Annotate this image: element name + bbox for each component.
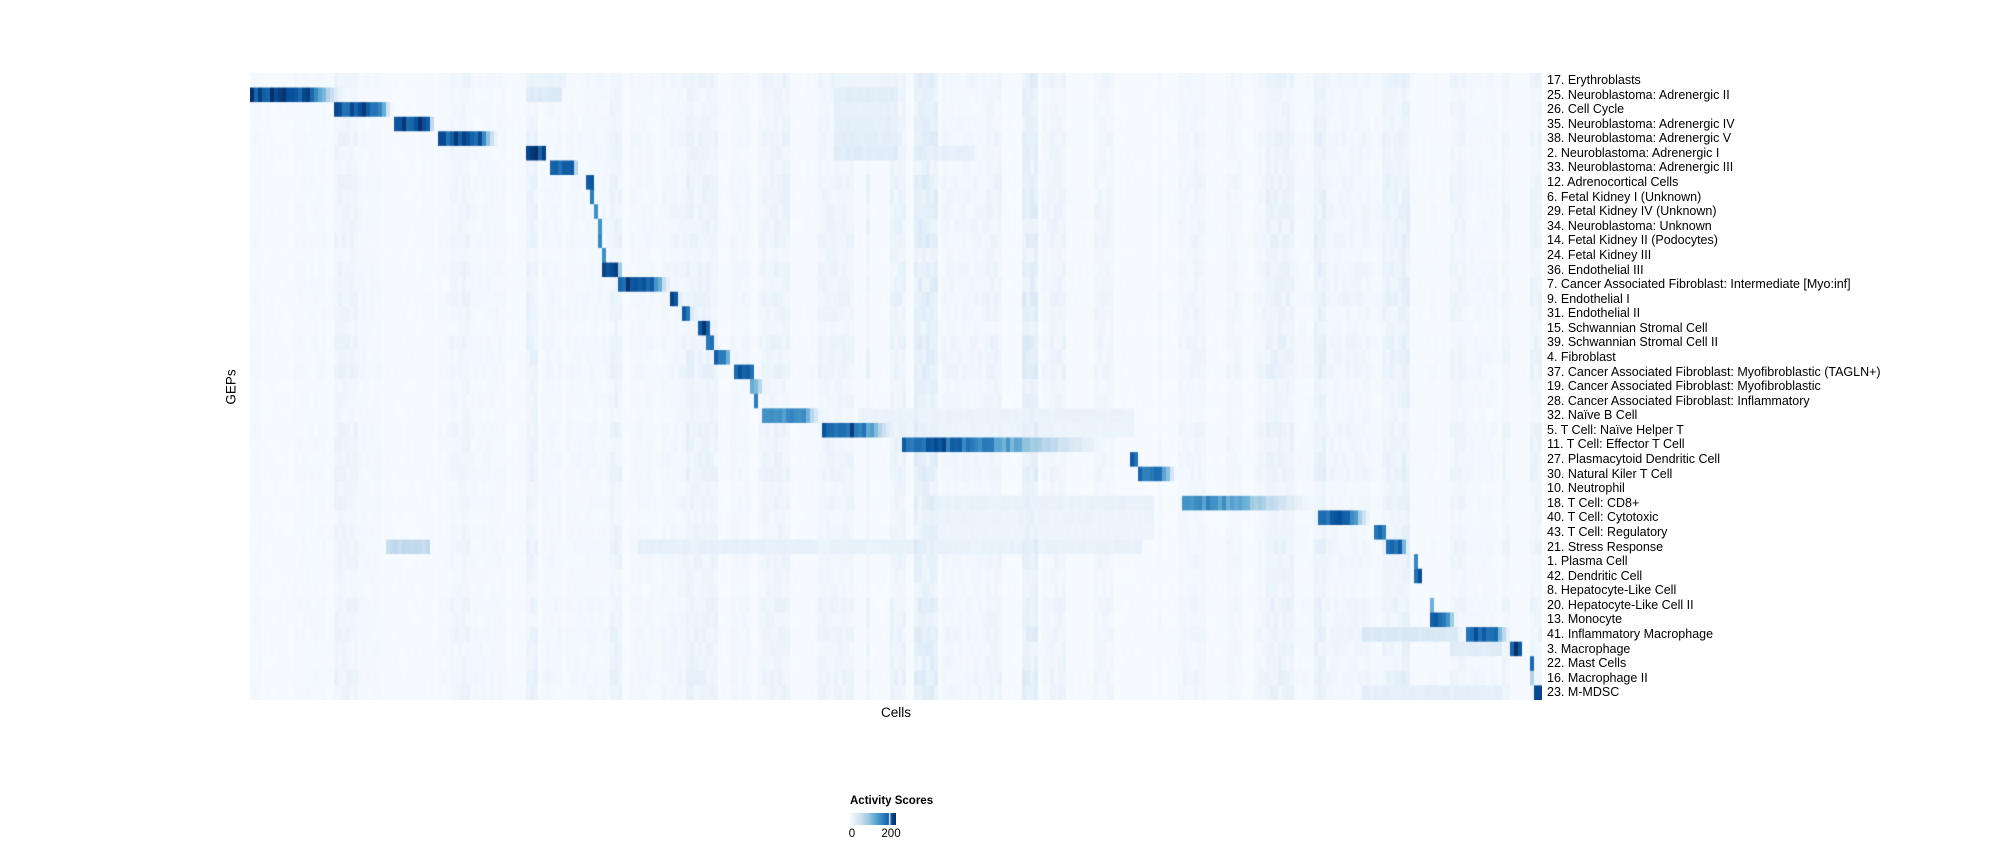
x-axis-label: Cells <box>880 705 912 720</box>
gep-label: 2. Neuroblastoma: Adrenergic I <box>1547 145 1720 160</box>
gep-label: 15. Schwannian Stromal Cell <box>1547 320 1708 335</box>
gep-label: 12. Adrenocortical Cells <box>1547 175 1679 190</box>
colorbar-tick-min: 0 <box>848 828 856 840</box>
gep-label: 20. Hepatocyte-Like Cell II <box>1547 597 1694 612</box>
colorbar-gradient <box>850 813 896 825</box>
gep-label: 16. Macrophage II <box>1547 670 1648 685</box>
gep-label: 3. Macrophage <box>1547 641 1631 656</box>
gep-label: 39. Schwannian Stromal Cell II <box>1547 335 1718 350</box>
gep-label: 34. Neuroblastoma: Unknown <box>1547 218 1712 233</box>
gep-label: 22. Mast Cells <box>1547 656 1627 671</box>
gep-label: 42. Dendritic Cell <box>1547 568 1643 583</box>
gep-label: 14. Fetal Kidney II (Podocytes) <box>1547 233 1718 248</box>
gep-label: 31. Endothelial II <box>1547 306 1641 321</box>
gep-label: 13. Monocyte <box>1547 612 1623 627</box>
gep-label: 40. T Cell: Cytotoxic <box>1547 510 1659 525</box>
colorbar-tick-labels: 0 200 <box>848 828 1010 843</box>
gep-label: 27. Plasmacytoid Dendritic Cell <box>1547 452 1720 467</box>
colorbar-legend: Activity Scores 0 200 <box>848 795 1010 843</box>
gep-label: 5. T Cell: Naïve Helper T <box>1547 422 1684 437</box>
gep-label: 1. Plasma Cell <box>1547 554 1628 569</box>
gep-label: 7. Cancer Associated Fibroblast: Interme… <box>1547 277 1851 292</box>
gep-label: 28. Cancer Associated Fibroblast: Inflam… <box>1547 393 1810 408</box>
gep-label: 36. Endothelial III <box>1547 262 1644 277</box>
gep-label: 33. Neuroblastoma: Adrenergic III <box>1547 160 1734 175</box>
gep-label: 9. Endothelial I <box>1547 291 1630 306</box>
heatmap-canvas <box>250 73 1542 700</box>
gep-label: 8. Hepatocyte-Like Cell <box>1547 583 1677 598</box>
gep-label: 24. Fetal Kidney III <box>1547 247 1652 262</box>
gep-label: 17. Erythroblasts <box>1547 73 1641 87</box>
gep-label: 11. T Cell: Effector T Cell <box>1547 437 1685 452</box>
gep-label: 26. Cell Cycle <box>1547 102 1625 117</box>
gep-label: 30. Natural Kiler T Cell <box>1547 466 1673 481</box>
gep-label: 23. M-MDSC <box>1547 685 1620 700</box>
gep-label: 38. Neuroblastoma: Adrenergic V <box>1547 131 1732 146</box>
gep-label: 35. Neuroblastoma: Adrenergic IV <box>1547 116 1735 131</box>
colorbar-tick-200: 200 <box>881 828 901 840</box>
gep-label: 29. Fetal Kidney IV (Unknown) <box>1547 204 1717 219</box>
gep-label: 4. Fibroblast <box>1547 349 1616 364</box>
gep-label: 19. Cancer Associated Fibroblast: Myofib… <box>1547 379 1821 394</box>
y-axis-label: GEPs <box>223 369 239 405</box>
gep-label: 18. T Cell: CD8+ <box>1547 495 1640 510</box>
gep-label: 25. Neuroblastoma: Adrenergic II <box>1547 87 1730 102</box>
gep-label: 6. Fetal Kidney I (Unknown) <box>1547 189 1702 204</box>
gep-label: 41. Inflammatory Macrophage <box>1547 626 1714 641</box>
gep-label: 21. Stress Response <box>1547 539 1664 554</box>
gep-label: 43. T Cell: Regulatory <box>1547 524 1668 539</box>
gep-label: 37. Cancer Associated Fibroblast: Myofib… <box>1547 364 1881 379</box>
gep-label: 32. Naïve B Cell <box>1547 408 1638 423</box>
gep-label-list: 17. Erythroblasts 25. Neuroblastoma: Adre… <box>1547 73 1987 700</box>
colorbar-title: Activity Scores <box>850 795 934 807</box>
gep-label: 10. Neutrophil <box>1547 481 1625 496</box>
